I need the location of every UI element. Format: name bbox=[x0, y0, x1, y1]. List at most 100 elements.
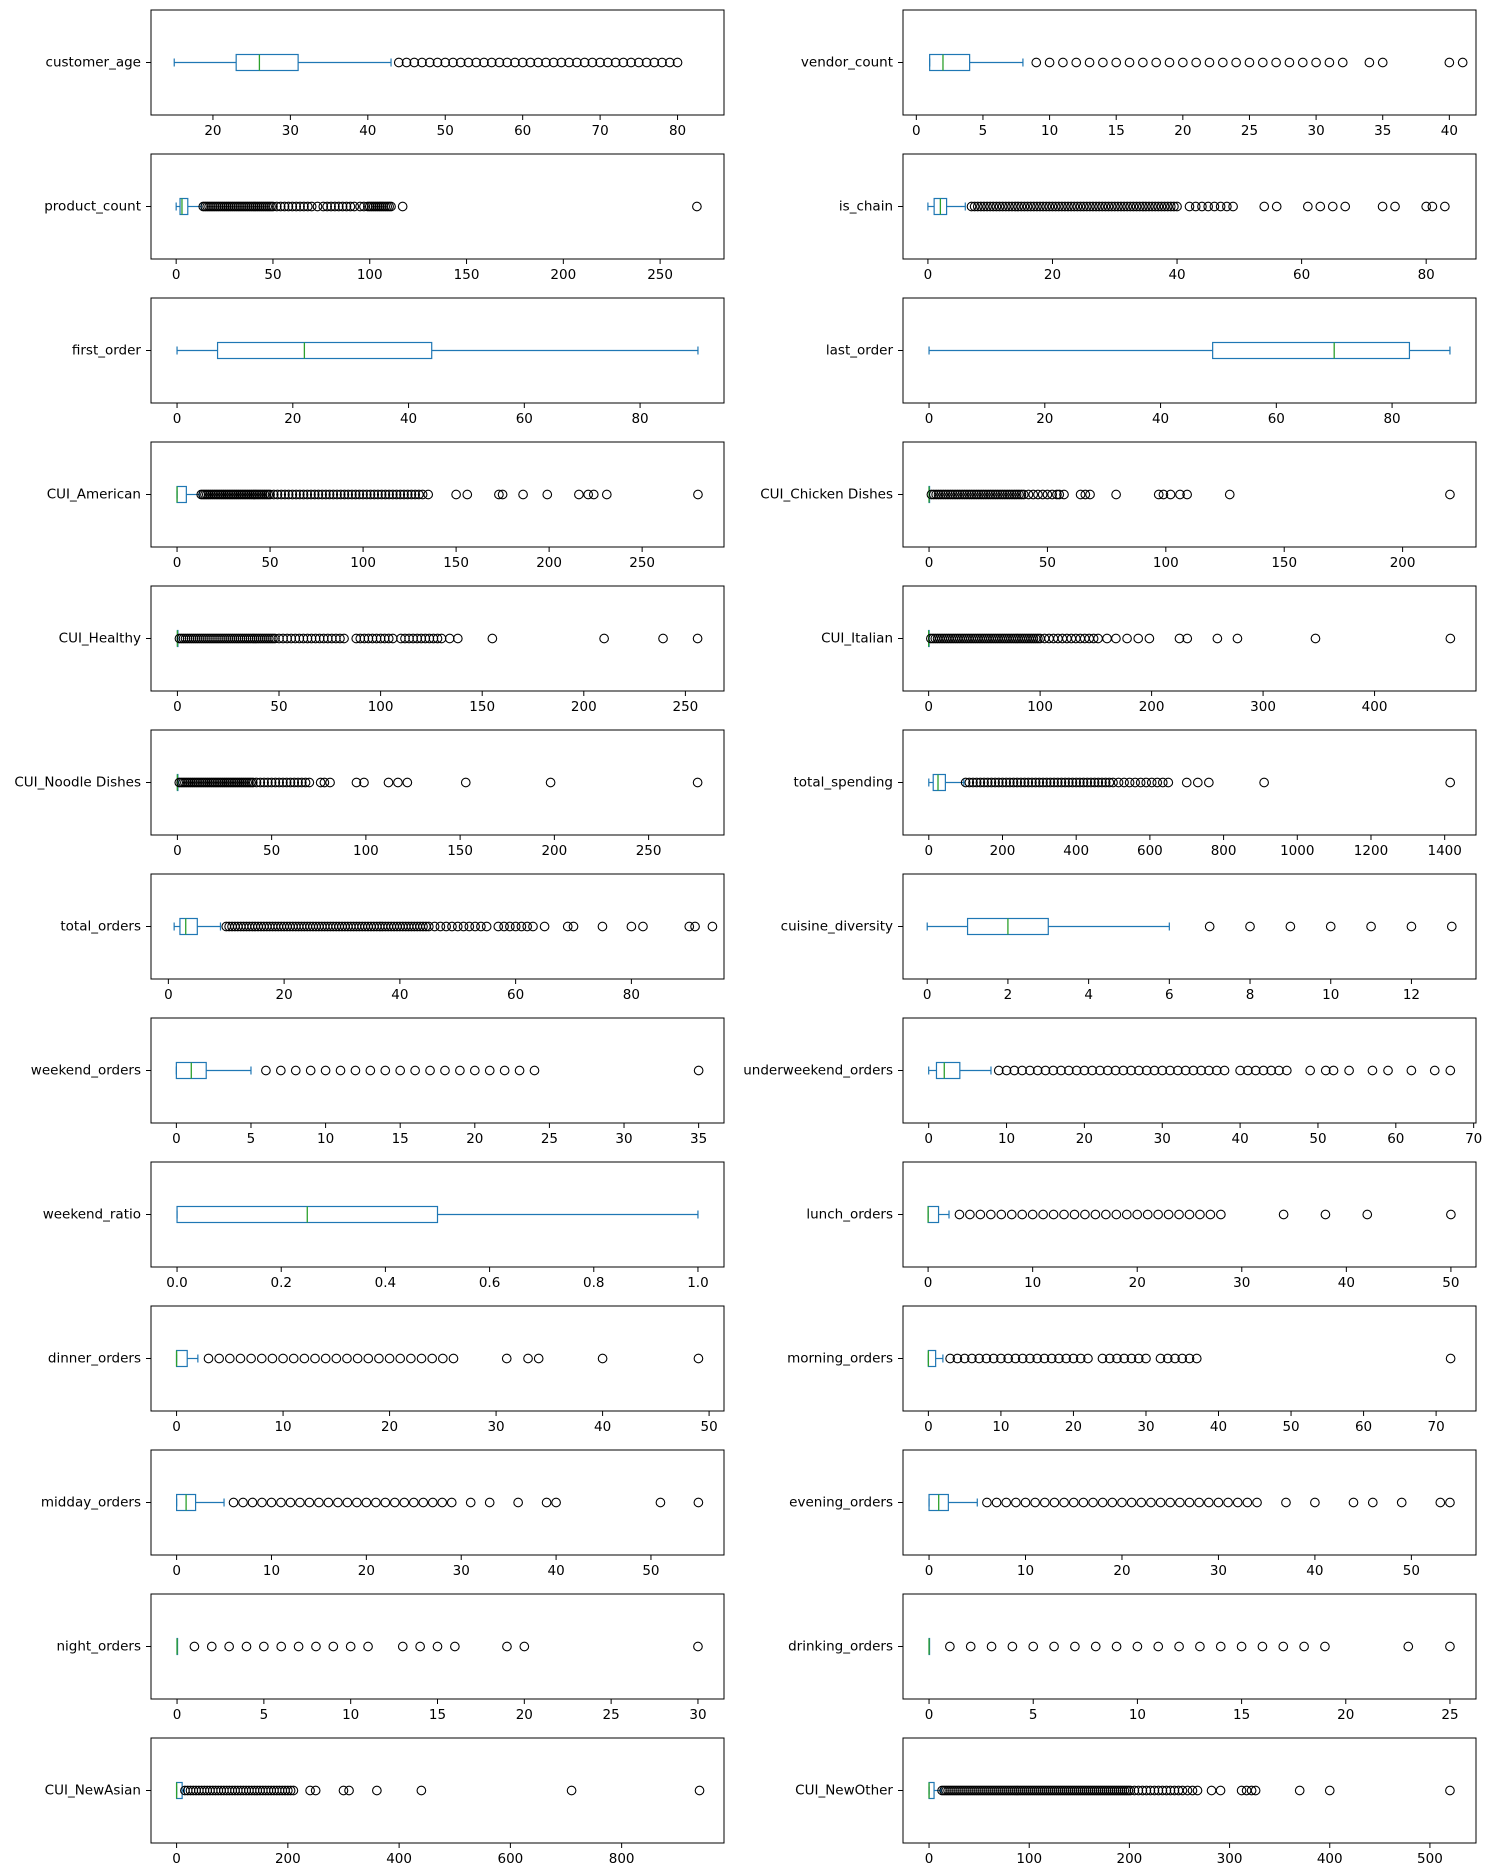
ylabel: CUI_Chicken Dishes bbox=[760, 487, 893, 503]
flier-point bbox=[328, 489, 339, 500]
x-tick-label: 25 bbox=[603, 1707, 620, 1723]
flier-point bbox=[1203, 777, 1214, 788]
x-tick-label: 1200 bbox=[1354, 843, 1388, 859]
flier-point bbox=[1112, 1353, 1122, 1364]
flier-point bbox=[1242, 1497, 1253, 1508]
x-tick-label: 250 bbox=[629, 555, 655, 571]
flier-point bbox=[1027, 1209, 1038, 1220]
x-tick-label: 100 bbox=[357, 267, 383, 283]
x-tick-label: 70 bbox=[592, 123, 609, 139]
x-tick-label: 0.2 bbox=[270, 1275, 291, 1291]
flier-point bbox=[255, 777, 266, 788]
flier-point bbox=[266, 777, 277, 788]
flier-point bbox=[587, 57, 598, 68]
flier-point bbox=[1028, 201, 1039, 212]
flier-point bbox=[988, 489, 998, 500]
flier-point bbox=[1093, 777, 1104, 788]
flier-point bbox=[1078, 1497, 1089, 1508]
flier-point bbox=[268, 201, 278, 212]
flier-point bbox=[1048, 1065, 1059, 1076]
flier-point bbox=[1445, 1785, 1455, 1796]
x-tick-label: 0 bbox=[164, 987, 173, 1003]
iqr-box bbox=[932, 773, 946, 792]
flier-point bbox=[1285, 921, 1296, 932]
flier-point bbox=[1153, 1641, 1164, 1652]
flier-point bbox=[484, 1065, 495, 1076]
flier-point bbox=[310, 1353, 320, 1364]
x-tick-label: 0 bbox=[924, 843, 933, 859]
flier-point bbox=[331, 1353, 342, 1364]
flier-point bbox=[982, 201, 992, 212]
flier-point bbox=[1257, 1641, 1268, 1652]
flier-point bbox=[1095, 1065, 1105, 1076]
subplot-total_spending: total_spending 0 200 400 600 800 1000 1200 1400 bbox=[793, 729, 1477, 859]
ylabel: underweekend_orders bbox=[743, 1063, 893, 1079]
x-tick-label: 150 bbox=[454, 267, 480, 283]
flier-point bbox=[1041, 777, 1052, 788]
flier-point bbox=[409, 57, 420, 68]
x-tick-label: 50 bbox=[642, 1563, 659, 1579]
flier-point bbox=[516, 921, 527, 932]
flier-point bbox=[263, 777, 273, 788]
flier-point bbox=[417, 489, 428, 500]
flier-point bbox=[296, 777, 307, 788]
x-tick-label: 20 bbox=[1174, 123, 1191, 139]
flier-point bbox=[401, 57, 412, 68]
flier-point bbox=[950, 489, 960, 500]
flier-point bbox=[402, 777, 413, 788]
flier-point bbox=[383, 777, 394, 788]
flier-point bbox=[1084, 57, 1095, 68]
flier-point bbox=[355, 201, 365, 212]
flier-point bbox=[1128, 201, 1139, 212]
ylabel: CUI_NewAsian bbox=[45, 1783, 141, 1799]
flier-point bbox=[423, 489, 434, 500]
flier-point bbox=[1383, 1065, 1393, 1076]
flier-point bbox=[995, 489, 1005, 500]
flier-point bbox=[289, 777, 300, 788]
flier-point bbox=[1039, 1353, 1050, 1364]
flier-point bbox=[514, 1065, 525, 1076]
flier-point bbox=[1367, 1065, 1378, 1076]
flier-point bbox=[990, 777, 1000, 788]
x-tick-label: 150 bbox=[469, 699, 495, 715]
x-tick-label: 0 bbox=[924, 267, 933, 283]
flier-point bbox=[502, 1641, 512, 1652]
flier-point bbox=[1429, 1065, 1440, 1076]
x-tick-label: 35 bbox=[690, 1131, 707, 1147]
flier-point bbox=[1445, 777, 1456, 788]
flier-point bbox=[525, 57, 536, 68]
x-tick-label: 80 bbox=[631, 411, 648, 427]
flier-point bbox=[928, 489, 939, 500]
flier-point bbox=[1056, 1065, 1066, 1076]
flier-point bbox=[1257, 57, 1268, 68]
x-tick-label: 0 bbox=[925, 411, 934, 427]
flier-point bbox=[566, 1785, 577, 1796]
flier-point bbox=[291, 489, 301, 500]
x-tick-label: 40 bbox=[1152, 411, 1169, 427]
flier-point bbox=[1406, 921, 1417, 932]
flier-point bbox=[408, 1497, 419, 1508]
flier-point bbox=[1205, 1209, 1216, 1220]
flier-point bbox=[1184, 1353, 1195, 1364]
flier-point bbox=[1059, 1209, 1069, 1220]
flier-point bbox=[1113, 201, 1123, 212]
flier-point bbox=[1016, 489, 1027, 500]
flier-point bbox=[664, 57, 675, 68]
flier-point bbox=[280, 489, 290, 500]
flier-point bbox=[1446, 921, 1457, 932]
flier-point bbox=[235, 1353, 246, 1364]
flier-point bbox=[285, 1497, 296, 1508]
flier-point bbox=[1163, 777, 1174, 788]
flier-point bbox=[1047, 489, 1058, 500]
flier-point bbox=[1377, 57, 1388, 68]
x-tick-label: 20 bbox=[1129, 1275, 1146, 1291]
flier-point bbox=[1028, 1641, 1039, 1652]
flier-point bbox=[1090, 1641, 1101, 1652]
x-tick-label: 40 bbox=[594, 1419, 611, 1435]
flier-point bbox=[1134, 1065, 1144, 1076]
x-tick-label: 60 bbox=[1268, 411, 1285, 427]
flier-point bbox=[1087, 1065, 1098, 1076]
flier-point bbox=[1078, 201, 1089, 212]
subplot-underweekend_orders: underweekend_orders 0 10 20 30 40 50 60 70 bbox=[743, 1017, 1482, 1147]
flier-point bbox=[1109, 201, 1120, 212]
